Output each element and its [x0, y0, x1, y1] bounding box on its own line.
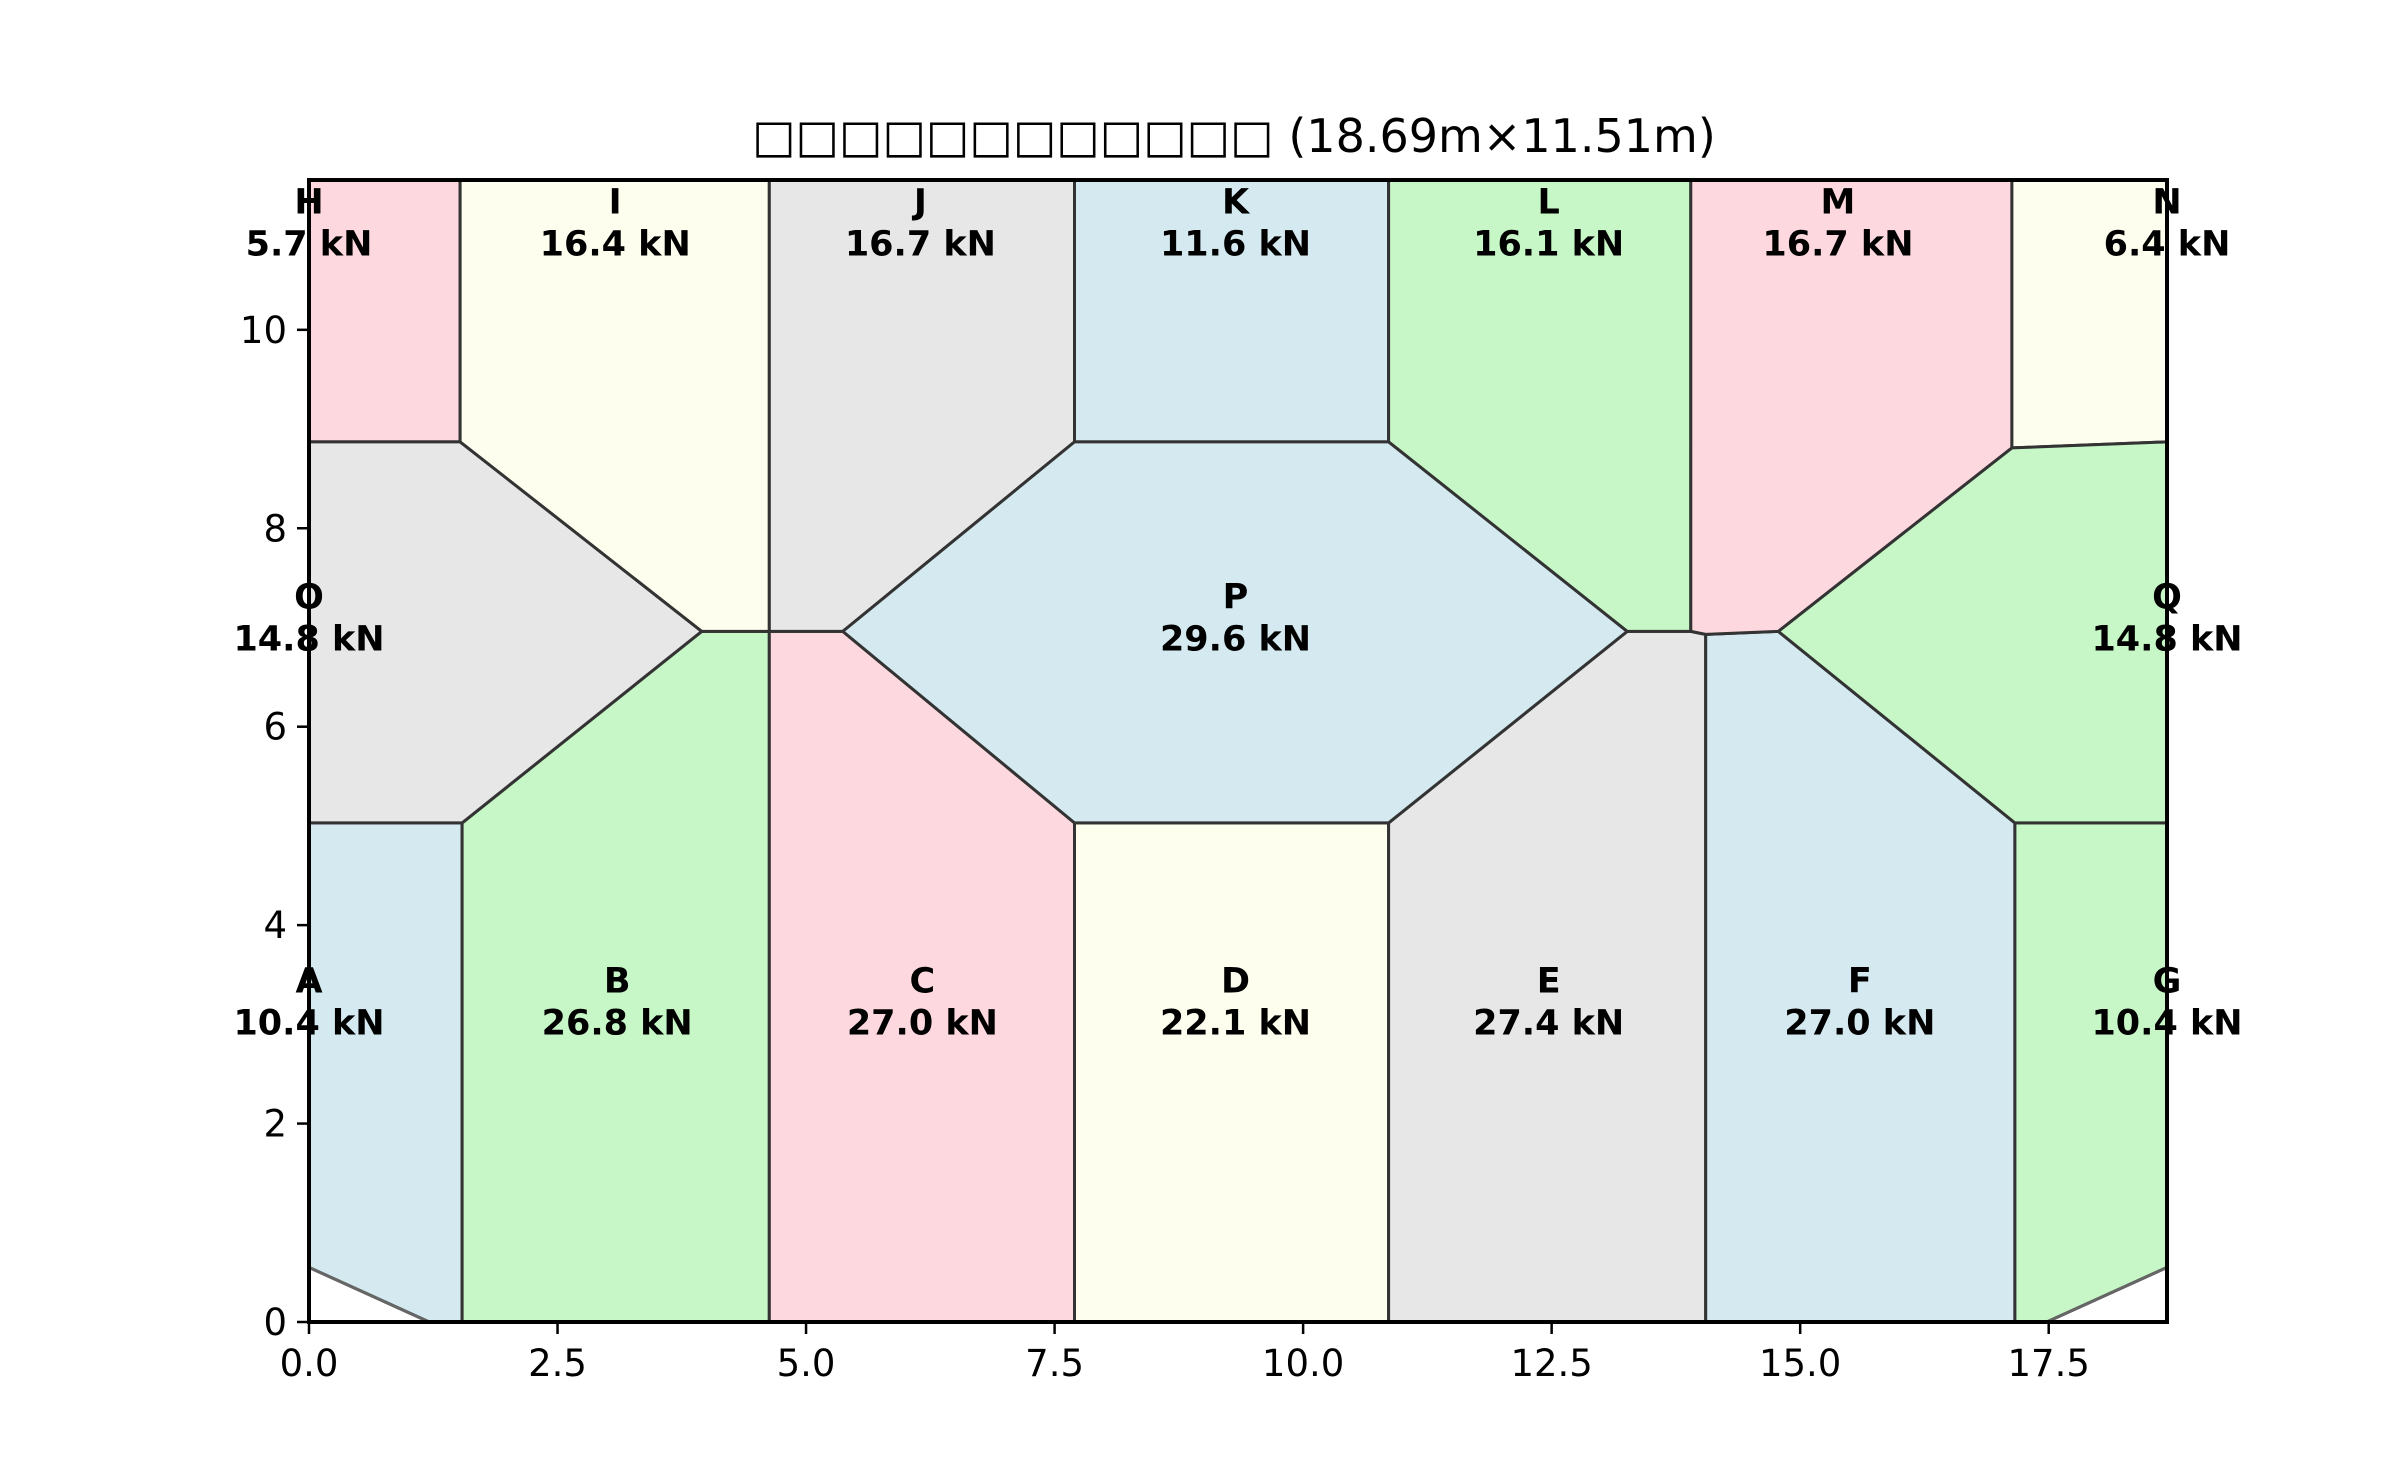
- region-i-label: I: [609, 183, 622, 223]
- x-tick-label: 5.0: [777, 1342, 836, 1385]
- chart-title: □□□□□□□□□□□□ (18.69m×11.51m): [752, 109, 1716, 163]
- y-tick-label: 2: [263, 1103, 287, 1146]
- region-e-label: E: [1537, 962, 1561, 1002]
- region-j-load: 16.7 kN: [845, 225, 996, 265]
- region-b-load: 26.8 kN: [542, 1004, 693, 1044]
- x-tick-label: 15.0: [1759, 1342, 1841, 1385]
- corner-edge-right: [2046, 1266, 2168, 1324]
- region-m-label: M: [1821, 183, 1856, 223]
- region-l-load: 16.1 kN: [1473, 225, 1624, 265]
- corner-edge-left: [308, 1266, 430, 1324]
- x-tick-label: 10.0: [1262, 1342, 1344, 1385]
- region-c-load: 27.0 kN: [847, 1004, 998, 1044]
- boundary-edges: [308, 1266, 2168, 1324]
- region-p-load: 29.6 kN: [1160, 620, 1311, 660]
- x-tick-label: 17.5: [2008, 1342, 2090, 1385]
- region-d-area: [1073, 821, 1391, 1324]
- region-p-area: [841, 440, 1629, 825]
- x-axis: 0.0 2.5 5.0 7.5 10.0 12.5 15.0 17.5: [280, 1322, 2090, 1385]
- y-tick-label: 6: [263, 706, 287, 749]
- y-axis: 0 2 4 6 8 10: [240, 309, 309, 1344]
- region-h-area: [307, 178, 462, 444]
- region-b-label: B: [604, 962, 631, 1002]
- region-a-area: [307, 821, 464, 1324]
- y-tick-label: 0: [263, 1301, 287, 1344]
- x-tick-label: 2.5: [528, 1342, 587, 1385]
- x-tick-label: 7.5: [1025, 1342, 1084, 1385]
- region-f-load: 27.0 kN: [1784, 1004, 1935, 1044]
- region-m-load: 16.7 kN: [1762, 225, 1913, 265]
- x-tick-label: 12.5: [1510, 1342, 1592, 1385]
- region-c-label: C: [910, 962, 936, 1002]
- region-e-load: 27.4 kN: [1473, 1004, 1624, 1044]
- plot-regions: [307, 178, 2169, 1324]
- region-g-area: [2013, 821, 2169, 1324]
- plot-frame: [307, 178, 2169, 1324]
- y-tick-label: 4: [263, 904, 287, 947]
- region-l-label: L: [1538, 183, 1560, 223]
- region-f-label: F: [1848, 962, 1872, 1002]
- region-j-label: J: [912, 183, 927, 223]
- y-tick-label: 10: [240, 309, 287, 352]
- region-k-load: 11.6 kN: [1160, 225, 1311, 265]
- region-d-label: D: [1221, 962, 1250, 1002]
- region-p-label: P: [1223, 578, 1249, 618]
- x-tick-label: 0.0: [280, 1342, 339, 1385]
- y-tick-label: 8: [263, 507, 287, 550]
- region-i-load: 16.4 kN: [540, 225, 691, 265]
- region-k-label: K: [1222, 183, 1251, 223]
- region-n-area: [2010, 178, 2169, 450]
- region-d-load: 22.1 kN: [1160, 1004, 1311, 1044]
